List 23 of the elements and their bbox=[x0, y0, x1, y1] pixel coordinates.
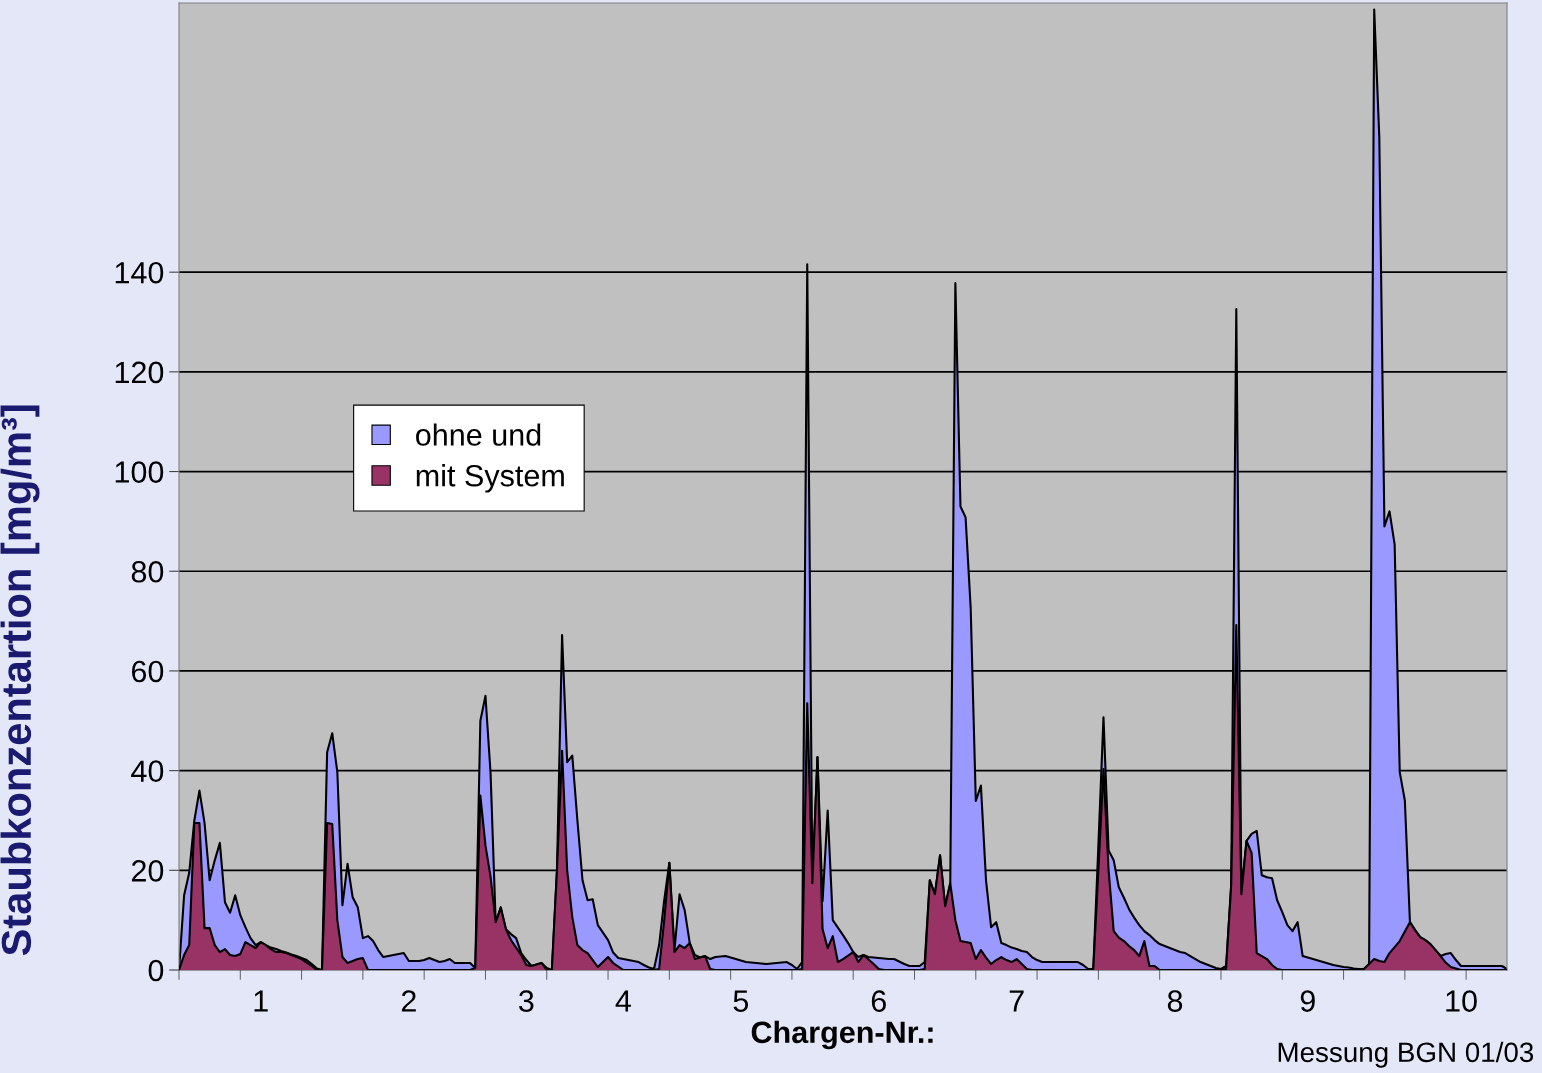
y-tick-label: 20 bbox=[131, 860, 164, 882]
x-tick-label: 10 bbox=[1446, 990, 1477, 1012]
y-tick-label: 60 bbox=[131, 660, 164, 683]
y-tick-label: 80 bbox=[131, 560, 164, 583]
x-tick-label: 4 bbox=[615, 990, 631, 1012]
y-tick-label: 120 bbox=[115, 361, 164, 384]
legend-label: mit System bbox=[416, 464, 564, 493]
x-tick-label: 2 bbox=[401, 990, 416, 1012]
x-tick-label: 5 bbox=[733, 990, 749, 1012]
y-tick-label: 140 bbox=[115, 261, 164, 284]
x-tick-label: 1 bbox=[254, 990, 268, 1012]
y-tick-label: 0 bbox=[148, 959, 164, 982]
x-tick-label: 7 bbox=[1009, 990, 1024, 1012]
y-tick-label: 40 bbox=[131, 760, 164, 782]
text: Messung BGN 01/03 bbox=[1278, 1041, 1534, 1068]
x-tick-label: 9 bbox=[1300, 990, 1315, 1012]
x-tick-label: 8 bbox=[1167, 990, 1183, 1012]
x-tick-label: 3 bbox=[518, 990, 534, 1012]
y-axis-title: Staubkonzentartion [mg/m³] bbox=[0, 405, 40, 956]
y-tick-label: 100 bbox=[115, 461, 164, 483]
x-tick-label: 6 bbox=[871, 990, 886, 1012]
legend-label: ohne und bbox=[416, 423, 541, 446]
x-axis-title: Chargen-Nr.: bbox=[751, 1020, 933, 1050]
